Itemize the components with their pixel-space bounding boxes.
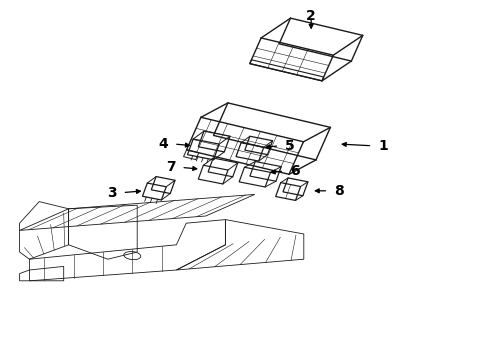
Text: 8: 8 xyxy=(334,184,344,198)
Text: 4: 4 xyxy=(158,137,168,151)
Text: 1: 1 xyxy=(378,139,388,153)
Text: 7: 7 xyxy=(166,161,175,174)
Text: 5: 5 xyxy=(285,139,295,153)
Text: 6: 6 xyxy=(290,164,300,178)
Text: 2: 2 xyxy=(306,9,316,23)
Text: 3: 3 xyxy=(107,186,117,199)
